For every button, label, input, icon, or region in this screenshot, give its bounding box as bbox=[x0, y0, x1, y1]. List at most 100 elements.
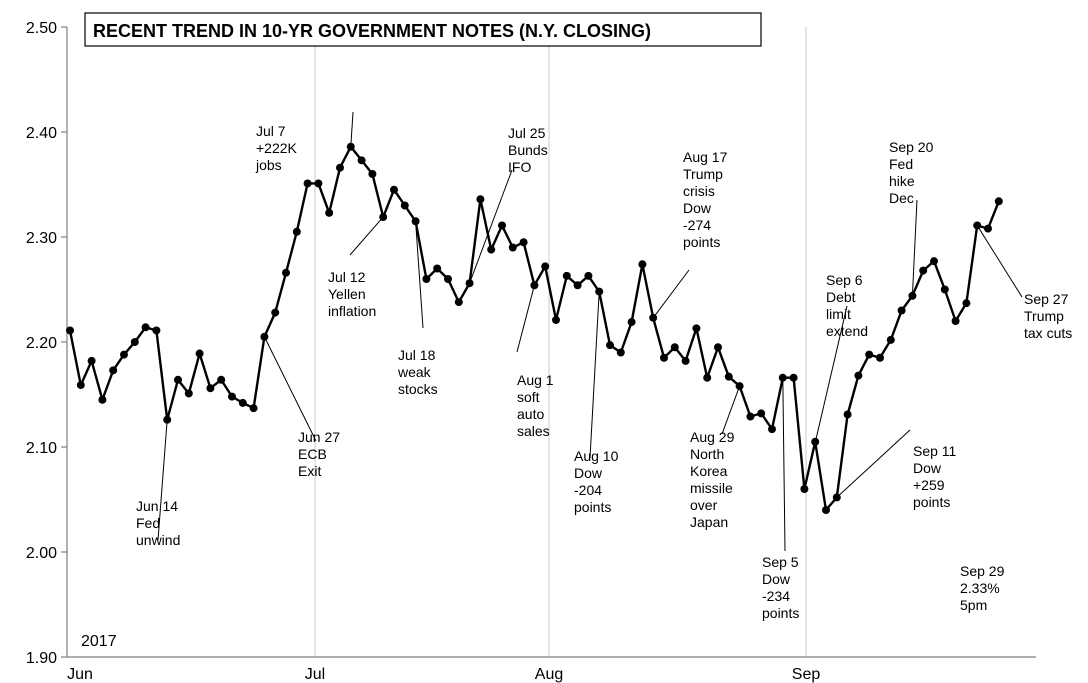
annotation-label: Jun 14 Fed unwind bbox=[136, 498, 180, 548]
data-point bbox=[670, 343, 679, 352]
data-point bbox=[649, 313, 658, 322]
data-point bbox=[800, 485, 809, 493]
data-point bbox=[951, 317, 960, 325]
data-point bbox=[303, 179, 312, 188]
data-point bbox=[789, 373, 798, 382]
data-point bbox=[886, 335, 895, 344]
annotation-line: Jul 12 bbox=[328, 269, 366, 285]
annotation-line: Jul 25 bbox=[508, 125, 546, 141]
annotation-line: Aug 10 bbox=[574, 448, 619, 464]
data-point bbox=[152, 326, 161, 335]
annotation-line: Sep 20 bbox=[889, 139, 934, 155]
annotation-leader bbox=[157, 419, 168, 541]
data-point bbox=[325, 208, 334, 217]
data-point bbox=[400, 201, 409, 210]
data-point bbox=[843, 410, 852, 419]
annotation-leader bbox=[516, 285, 535, 353]
annotation-line: stocks bbox=[398, 381, 438, 397]
data-point bbox=[184, 389, 193, 398]
annotation-label: Jul 25 Bunds IFO bbox=[508, 125, 548, 175]
data-point bbox=[454, 298, 463, 307]
annotation-line: Fed bbox=[889, 156, 913, 172]
annotation-leader bbox=[911, 199, 918, 296]
data-point bbox=[336, 163, 344, 172]
data-point bbox=[292, 227, 301, 236]
data-point bbox=[120, 350, 128, 359]
annotation-line: Sep 27 bbox=[1024, 291, 1069, 307]
data-point bbox=[822, 506, 830, 514]
x-tick-labels: Jun Jul Aug Sep bbox=[67, 666, 820, 683]
annotation-line: 2.33% bbox=[960, 580, 1000, 596]
annotation-line: Fed bbox=[136, 515, 160, 531]
data-points bbox=[66, 142, 1003, 514]
annotation-line: North bbox=[690, 446, 724, 462]
data-point bbox=[930, 257, 938, 266]
data-point bbox=[865, 350, 874, 359]
annotation-line: Dow bbox=[574, 465, 603, 481]
annotation-line: Trump bbox=[683, 166, 723, 182]
annotation-label: Aug 29 North Korea missile over Japan bbox=[690, 429, 735, 530]
annotation-line: sales bbox=[517, 423, 550, 439]
annotation-label: Jun 27 ECB Exit bbox=[298, 429, 340, 479]
data-point bbox=[724, 372, 733, 381]
y-tick-label: 2.40 bbox=[26, 125, 57, 142]
data-point bbox=[595, 287, 604, 296]
data-point bbox=[346, 142, 355, 151]
annotation-line: Aug 17 bbox=[683, 149, 728, 165]
y-tick-label: 2.00 bbox=[26, 545, 57, 562]
data-point bbox=[476, 195, 485, 204]
annotation-line: Dow bbox=[683, 200, 712, 216]
vertical-gridlines bbox=[314, 27, 807, 657]
data-point bbox=[768, 425, 776, 434]
data-point bbox=[973, 221, 982, 230]
data-point bbox=[940, 285, 949, 294]
data-point bbox=[498, 221, 506, 230]
annotation-label: Jul 18 weak stocks bbox=[397, 347, 438, 397]
data-point bbox=[206, 384, 215, 393]
annotation-line: Dow bbox=[913, 460, 942, 476]
data-point bbox=[692, 324, 701, 333]
data-point bbox=[217, 375, 226, 384]
data-point bbox=[876, 353, 884, 362]
annotation-line: crisis bbox=[683, 183, 715, 199]
annotation-leader bbox=[415, 221, 424, 329]
annotation-line: Exit bbox=[298, 463, 321, 479]
annotation-line: inflation bbox=[328, 303, 376, 319]
data-point bbox=[433, 264, 442, 273]
data-point bbox=[541, 262, 550, 271]
annotation-line: hike bbox=[889, 173, 915, 189]
annotation-line: -204 bbox=[574, 482, 602, 498]
annotation-leader bbox=[836, 429, 911, 498]
data-point bbox=[228, 392, 236, 401]
annotation-line: points bbox=[574, 499, 611, 515]
chart-title: RECENT TREND IN 10-YR GOVERNMENT NOTES (… bbox=[93, 21, 651, 41]
annotation-label: Sep 6 Debt limit extend bbox=[826, 272, 868, 339]
annotation-label: Jul 7 +222K jobs bbox=[255, 123, 298, 173]
data-point bbox=[832, 493, 841, 502]
annotation-line: soft bbox=[517, 389, 540, 405]
annotation-line: Aug 1 bbox=[517, 372, 554, 388]
annotation-line: IFO bbox=[508, 159, 531, 175]
y-tick-label: 2.10 bbox=[26, 440, 57, 457]
data-point bbox=[444, 275, 452, 283]
annotation-line: tax cuts bbox=[1024, 325, 1072, 341]
data-point bbox=[854, 371, 863, 380]
data-point bbox=[163, 415, 172, 424]
data-point bbox=[746, 412, 755, 421]
annotation-line: points bbox=[762, 605, 799, 621]
data-point bbox=[638, 260, 647, 269]
annotation-line: over bbox=[690, 497, 718, 513]
annotation-line: points bbox=[913, 494, 950, 510]
data-point bbox=[238, 398, 247, 407]
data-point bbox=[130, 338, 139, 346]
annotation-line: Sep 6 bbox=[826, 272, 863, 288]
annotation-line: Sep 5 bbox=[762, 554, 799, 570]
annotation-line: jobs bbox=[255, 157, 282, 173]
annotation-label: Aug 1 soft auto sales bbox=[517, 372, 554, 439]
y-tick-label: 2.20 bbox=[26, 335, 57, 352]
annotation-line: weak bbox=[397, 364, 432, 380]
annotation-line: -234 bbox=[762, 588, 790, 604]
annotation-line: +222K bbox=[256, 140, 298, 156]
data-point bbox=[660, 353, 668, 362]
data-point bbox=[390, 185, 398, 194]
